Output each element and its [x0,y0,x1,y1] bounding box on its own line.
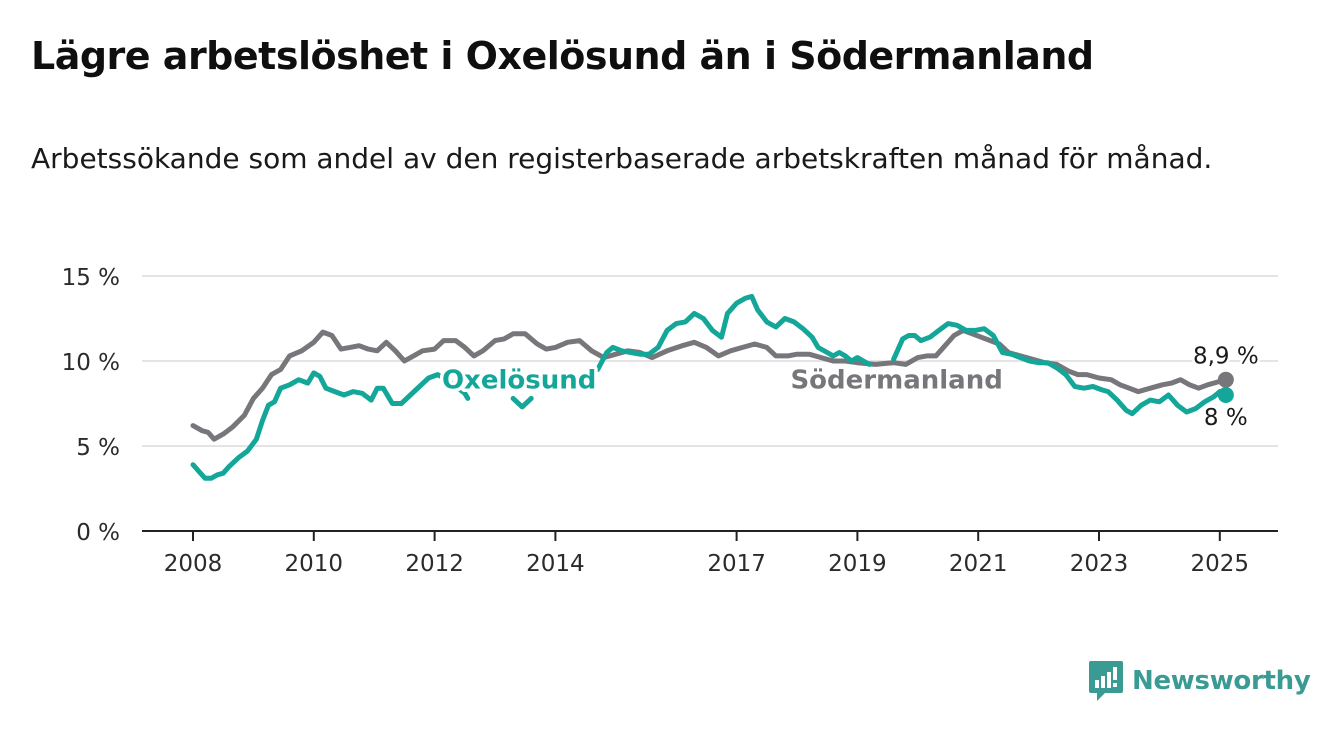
x-tick-label: 2012 [405,551,464,577]
series-labels: Oxelösund Södermanland 8,9 % 8 % [438,341,1261,433]
end-value-label: 8 % [1204,405,1248,431]
end-value-label: 8,9 % [1193,344,1259,370]
x-tick-label: 2008 [164,551,223,577]
newsworthy-brand: Newsworthy [1088,660,1311,702]
series-lines [190,293,1234,481]
end-point-s-dermanland [1217,371,1234,388]
y-tick-label: 0 % [76,520,120,546]
series-line-s-dermanland [190,327,1229,442]
grid-lines [142,275,1278,447]
x-tick-label: 2014 [526,551,585,577]
series-line-oxel-sund [190,293,1229,481]
y-tick-label: 10 % [62,350,120,376]
y-axis-tick-labels: 0 % 5 % 10 % 15 % [62,265,120,546]
brand-name: Newsworthy [1132,666,1311,696]
x-axis: 2008 2010 2012 2014 2017 2019 2021 2023 2025 [142,530,1278,577]
x-tick-label: 2021 [949,551,1008,577]
series-label: Oxelösund [442,366,596,396]
x-tick-label: 2019 [828,551,887,577]
y-tick-label: 5 % [76,435,120,461]
x-tick-label: 2017 [707,551,766,577]
newsworthy-logo-icon [1089,661,1123,701]
end-point-oxel-sund [1217,387,1234,403]
y-tick-label: 15 % [62,265,120,291]
chart-title: Lägre arbetslöshet i Oxelösund än i Söde… [31,34,1094,78]
series-label: Södermanland [790,366,1002,396]
x-tick-label: 2025 [1191,551,1250,577]
x-tick-label: 2023 [1070,551,1129,577]
x-tick-label: 2010 [285,551,344,577]
chart-subtitle: Arbetssökande som andel av den registerb… [31,142,1213,175]
